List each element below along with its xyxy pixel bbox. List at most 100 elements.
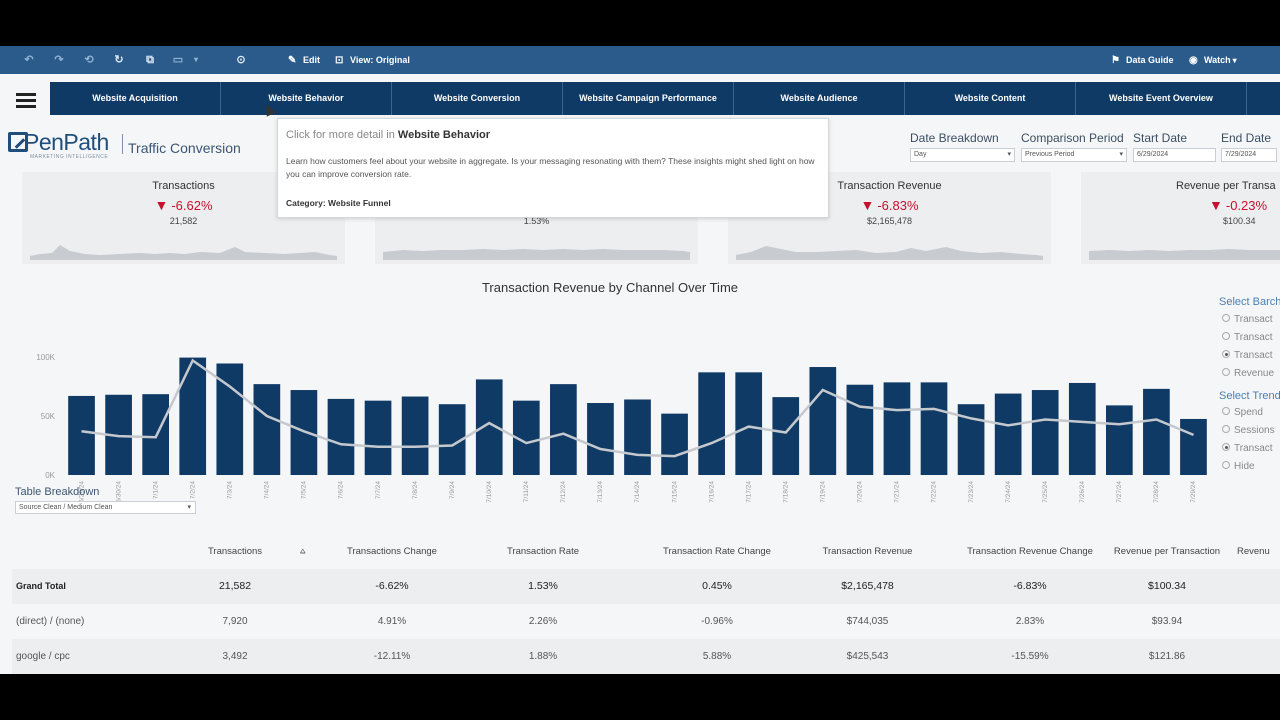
x-tick-label: 7/2/24 — [189, 481, 196, 499]
revenue-bar[interactable] — [68, 395, 95, 475]
trend-line[interactable] — [81, 358, 1194, 458]
view-button[interactable]: ⊡ View: Original — [335, 55, 410, 66]
kpi-transactions[interactable]: Transactions ▼ -6.62% 21,582 — [22, 172, 345, 264]
x-tick-label: 7/26/24 — [1079, 481, 1086, 503]
comparison-period-select[interactable]: Previous Period ▾ — [1021, 148, 1127, 162]
tab-website-behavior[interactable]: Website Behavior — [221, 82, 392, 115]
metrics-icon[interactable]: ⊙ — [236, 54, 246, 66]
pause-icon[interactable]: ⧉ — [146, 54, 154, 66]
revenue-bar-chart[interactable]: 100K 50K 0K 6/29/24 6/30/24 7/1/24 7/2/24 7/3/2… — [0, 294, 1215, 516]
revenue-bar[interactable] — [1068, 382, 1096, 475]
revenue-bar[interactable] — [994, 393, 1022, 475]
trend-metric-option[interactable]: Sessions — [1222, 425, 1275, 436]
x-tick-label: 7/21/24 — [894, 481, 901, 503]
revenue-bar[interactable] — [550, 384, 577, 475]
edit-button[interactable]: ✎ Edit — [288, 55, 320, 66]
revenue-bar[interactable] — [698, 372, 725, 475]
trend-metric-option[interactable]: Spend — [1222, 407, 1263, 418]
x-tick-label: 7/23/24 — [968, 481, 975, 503]
radio-icon — [1222, 350, 1230, 358]
chevron-down-icon: ▾ — [1119, 151, 1123, 158]
bar-metric-option[interactable]: Transact — [1222, 350, 1273, 361]
x-tick-label: 7/16/24 — [708, 481, 715, 503]
column-header[interactable] — [12, 534, 157, 569]
trend-metric-option[interactable]: Transact — [1222, 443, 1273, 454]
revenue-bar[interactable] — [661, 413, 688, 475]
revenue-bar[interactable] — [883, 382, 911, 475]
revenue-bar[interactable] — [1143, 388, 1170, 475]
table-row[interactable]: google / cpc 3,492 -12.11% 1.88% 5.88% $425,5… — [12, 639, 1280, 674]
tab-website-campaign-performance[interactable]: Website Campaign Performance — [563, 82, 734, 115]
undo-icon[interactable]: ↶ — [24, 54, 34, 66]
revenue-bar[interactable] — [809, 367, 837, 475]
column-header[interactable]: Transaction Rate Change — [663, 546, 771, 557]
revenue-bar[interactable] — [920, 382, 948, 475]
bar-metric-option[interactable]: Transact — [1222, 332, 1273, 343]
chart-title: Transaction Revenue by Channel Over Time — [481, 280, 739, 295]
table-row[interactable]: (direct) / (none) 7,920 4.91% 2.26% -0.96% $7… — [12, 604, 1280, 639]
kpi-transaction-revenue[interactable]: Transaction Revenue ▼ -6.83% $2,165,478 — [728, 172, 1051, 264]
revenue-bar[interactable] — [735, 372, 763, 475]
revert-icon[interactable]: ⟲ — [84, 54, 94, 66]
start-date-input[interactable]: 6/29/2024 — [1133, 148, 1216, 162]
data-guide-button[interactable]: ⚑ Data Guide — [1111, 55, 1174, 66]
bar-metric-option[interactable]: Revenue — [1222, 368, 1274, 379]
chevron-down-icon: ▾ — [1232, 56, 1237, 65]
column-header[interactable]: Transaction Revenue — [822, 546, 913, 557]
filter-start-date: Start Date 6/29/2024 — [1133, 131, 1216, 162]
tab-website-audience[interactable]: Website Audience — [734, 82, 905, 115]
sort-icon[interactable]: ⩠ — [300, 546, 306, 556]
column-header[interactable]: Transactions — [207, 546, 263, 557]
revenue-bar[interactable] — [846, 384, 874, 475]
kpi-revenue-per-transaction[interactable]: Revenue per Transa ▼ -0.23% $100.34 — [1081, 172, 1280, 264]
table-row[interactable]: Grand Total 21,582 -6.62% 1.53% 0.45% $2,165,… — [12, 569, 1280, 604]
trend-selector-title: Select Trend — [1219, 390, 1280, 402]
revenue-bar[interactable] — [216, 363, 244, 475]
revenue-bar[interactable] — [1031, 390, 1059, 475]
tab-website-content[interactable]: Website Content — [905, 82, 1076, 115]
radio-icon — [1222, 314, 1230, 322]
revenue-bar[interactable] — [1105, 405, 1133, 475]
tab-website-acquisition[interactable]: Website Acquisition — [50, 82, 221, 115]
chevron-down-icon[interactable]: ▾ — [193, 55, 198, 64]
column-header[interactable]: Revenue per Transaction — [1113, 546, 1221, 557]
revenue-bar[interactable] — [624, 399, 651, 475]
column-header[interactable]: Transaction Rate — [507, 546, 579, 557]
revenue-bar[interactable] — [253, 384, 281, 475]
table-cell: $121.86 — [1148, 651, 1186, 662]
table-cell: -0.96% — [701, 616, 733, 627]
revenue-bar[interactable] — [364, 400, 392, 475]
table-cell — [1237, 604, 1280, 639]
revenue-bar[interactable] — [1180, 418, 1207, 475]
table-cell: 2.83% — [1015, 616, 1045, 627]
watch-button[interactable]: ◉ Watch ▾ — [1189, 55, 1237, 66]
share-icon[interactable]: ▭ — [172, 54, 184, 66]
tab-website-event-overview[interactable]: Website Event Overview — [1076, 82, 1247, 115]
radio-icon — [1222, 443, 1230, 451]
x-tick-label: 7/20/24 — [857, 481, 864, 503]
revenue-bar[interactable] — [772, 397, 800, 475]
x-tick-label: 7/15/24 — [671, 481, 678, 503]
radio-icon — [1222, 425, 1230, 433]
table-cell: $100.34 — [1148, 580, 1186, 592]
revenue-bar[interactable] — [179, 357, 207, 475]
y-tick-label: 50K — [41, 412, 56, 421]
tab-website-conversion[interactable]: Website Conversion — [392, 82, 563, 115]
radio-icon — [1222, 461, 1230, 469]
revenue-bar[interactable] — [401, 396, 429, 475]
refresh-icon[interactable]: ↻ — [114, 54, 124, 66]
bar-metric-option[interactable]: Transact — [1222, 314, 1273, 325]
column-header[interactable]: Revenu — [1237, 546, 1270, 557]
trend-metric-option[interactable]: Hide — [1222, 461, 1255, 472]
column-header[interactable]: Transaction Revenue Change — [967, 546, 1093, 557]
revenue-bar[interactable] — [587, 403, 614, 475]
kpi-sparkline — [383, 249, 690, 260]
x-tick-label: 7/12/24 — [560, 481, 567, 503]
table-breakdown-select[interactable]: Source Clean / Medium Clean ▾ — [15, 501, 196, 514]
redo-icon[interactable]: ↷ — [54, 54, 64, 66]
date-breakdown-select[interactable]: Day ▾ — [910, 148, 1015, 162]
column-header[interactable]: Transactions Change — [347, 546, 437, 557]
hamburger-menu-icon[interactable] — [0, 84, 48, 114]
end-date-input[interactable]: 7/29/2024 — [1221, 148, 1277, 162]
revenue-bar[interactable] — [327, 398, 355, 475]
